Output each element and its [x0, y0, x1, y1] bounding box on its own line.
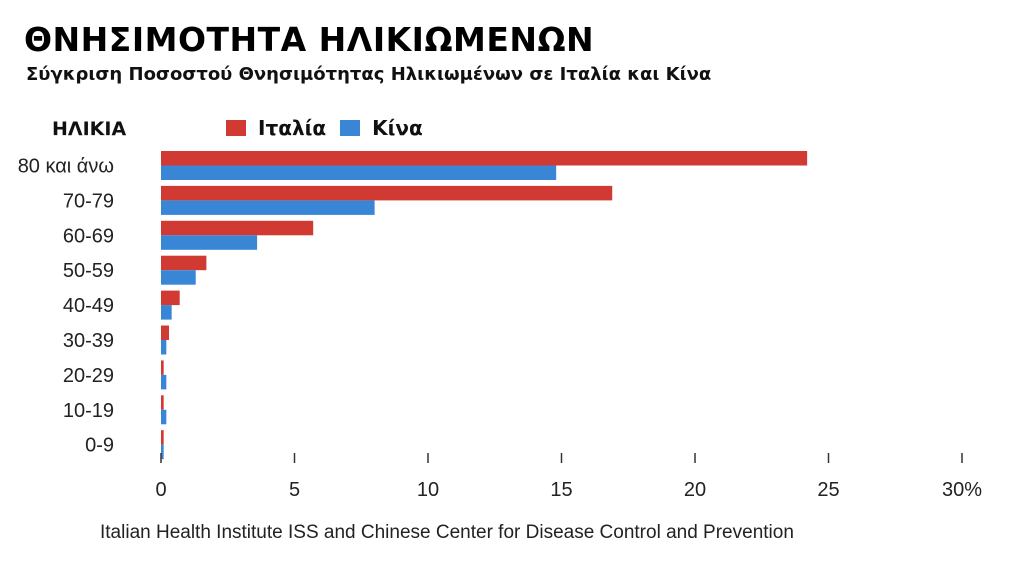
legend-item-china: Κίνα — [340, 116, 423, 140]
x-tick-label: 5 — [289, 479, 300, 501]
bar-italy — [161, 255, 207, 271]
legend-swatch-china — [340, 120, 361, 136]
bar-italy — [161, 325, 170, 340]
bar-italy — [161, 151, 808, 166]
x-tick-label: 15 — [550, 479, 572, 501]
source-note: Italian Health Institute ISS and Chinese… — [100, 522, 794, 543]
bar-china — [161, 235, 258, 250]
x-tick-label: 20 — [684, 479, 706, 501]
bar-china — [161, 305, 172, 320]
category-label: 80 και άνω — [18, 156, 114, 178]
category-label: 50-59 — [63, 260, 114, 282]
category-label: 60-69 — [63, 225, 114, 247]
category-label: 40-49 — [63, 295, 114, 317]
bar-china — [161, 444, 164, 460]
bar-china — [161, 165, 557, 180]
bar-china — [161, 409, 167, 425]
category-label: 10-19 — [63, 400, 114, 422]
bar-italy — [161, 220, 314, 236]
legend: Ιταλία Κίνα — [226, 116, 437, 140]
category-label: 30-39 — [63, 330, 114, 352]
x-tick-label: 10 — [417, 479, 439, 501]
legend-swatch-italy — [226, 120, 246, 136]
x-tick-label: 25 — [817, 479, 839, 501]
x-tick-label: 0 — [155, 479, 166, 501]
bar-china — [161, 200, 375, 215]
legend-label-italy: Ιταλία — [258, 116, 327, 140]
chart-title: ΘΝΗΣΙΜΟΤΗΤΑ ΗΛΙΚΙΩΜΕΝΩΝ — [24, 20, 595, 59]
legend-item-italy: Ιταλία — [226, 116, 326, 140]
bar-china — [161, 374, 167, 390]
chart-subtitle: Σύγκριση Ποσοστού Θνησιμότητας Ηλικιωμέν… — [26, 64, 712, 85]
bar-italy — [161, 290, 180, 306]
y-axis-label: ΗΛΙΚΙΑ — [52, 118, 127, 140]
x-tick-label: 30% — [942, 479, 982, 501]
bar-italy — [161, 185, 613, 201]
bar-chart: 80 και άνω 70-79 60-69 50-59 40-49 30-39 20-29… — [18, 151, 982, 501]
category-label: 70-79 — [63, 190, 114, 212]
bar-china — [161, 340, 167, 355]
bar-china — [161, 270, 196, 285]
bar-italy — [161, 360, 164, 375]
category-label: 0-9 — [85, 435, 114, 457]
bar-italy — [161, 395, 164, 410]
legend-label-china: Κίνα — [372, 116, 423, 140]
category-label: 20-29 — [63, 365, 114, 387]
bar-italy — [161, 430, 164, 445]
